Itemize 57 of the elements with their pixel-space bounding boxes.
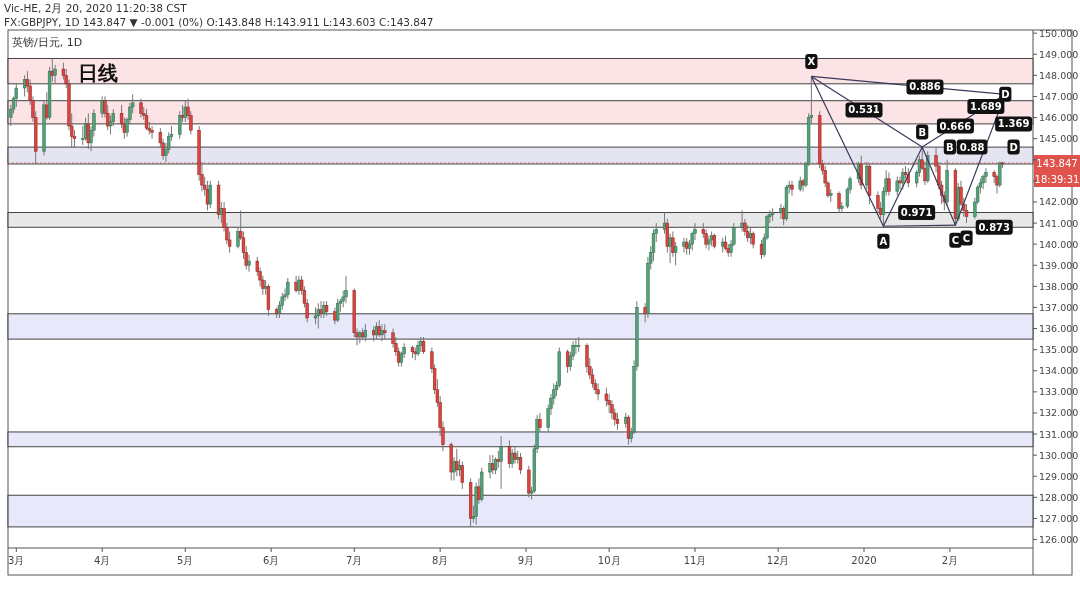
y-tick-label: 127.000	[1039, 512, 1079, 524]
y-tick-label: 126.000	[1039, 534, 1079, 546]
y-tick-label: 147.000	[1039, 90, 1079, 102]
y-tick-label: 131.000	[1039, 428, 1079, 440]
annotation: 0.886	[909, 81, 941, 93]
y-tick-label: 133.000	[1039, 386, 1079, 398]
annotation: A	[879, 235, 888, 247]
y-tick-label: 142.000	[1039, 196, 1079, 208]
annotation: 0.873	[978, 221, 1011, 233]
annotation: X	[807, 55, 816, 67]
y-tick-label: 150.000	[1039, 27, 1079, 39]
y-tick-label: 135.000	[1039, 344, 1079, 356]
y-tick-label: 139.000	[1039, 259, 1079, 271]
y-tick-label: 145.000	[1039, 133, 1079, 145]
annotation: 英镑/日元, 1D	[12, 36, 83, 49]
annotation: 1.369	[997, 118, 1030, 130]
x-tick-label: 4月	[94, 555, 111, 566]
x-tick-label: 6月	[262, 555, 280, 566]
chart-title: Vic-HE, 2月 20, 2020 11:20:38 CST	[4, 2, 188, 14]
y-tick-label: 148.000	[1039, 69, 1079, 81]
y-tick-label: 137.000	[1039, 301, 1079, 313]
x-tick-label: 7月	[346, 555, 363, 566]
chart-subtitle: FX:GBPJPY, 1D 143.847 ▼ -0.001 (0%) O:143.848 H:143.911 L:143.603 C:143.847	[4, 16, 434, 28]
annotation: 0.666	[939, 120, 972, 132]
annotation: 1.689	[970, 101, 1002, 113]
annotation: 0.88	[959, 141, 985, 153]
x-tick-label: 11月	[683, 555, 707, 566]
annotation: D	[1009, 141, 1018, 153]
y-tick-label: 149.000	[1039, 48, 1079, 60]
annotation: 0.971	[900, 207, 933, 219]
annotation: 0.531	[848, 104, 880, 116]
y-tick-label: 138.000	[1039, 280, 1079, 292]
y-tick-label: 134.000	[1039, 365, 1079, 377]
y-tick-label: 128.000	[1039, 491, 1079, 503]
x-tick-label: 2月	[941, 555, 959, 566]
annotation: C	[951, 234, 960, 246]
y-tick-label: 141.000	[1039, 217, 1079, 229]
y-tick-label: 132.000	[1039, 407, 1079, 419]
y-tick-label: 146.000	[1039, 112, 1079, 124]
y-tick-label: 140.000	[1039, 238, 1079, 250]
x-tick-label: 8月	[431, 555, 449, 566]
annotation: B	[946, 141, 954, 153]
y-tick-label: 129.000	[1039, 470, 1079, 482]
band-label: 日线	[78, 60, 118, 85]
ref-line-label: 143.847	[1036, 157, 1078, 169]
annotation: D	[1001, 88, 1010, 100]
y-tick-label: 136.000	[1039, 323, 1079, 335]
x-tick-label: 9月	[517, 555, 535, 566]
x-tick-label: 12月	[766, 555, 790, 566]
x-tick-label: 2020	[851, 555, 877, 566]
annotation: B	[918, 126, 926, 138]
y-tick-label: 130.000	[1039, 449, 1079, 461]
annotation: C	[962, 232, 971, 244]
x-tick-label: 3月	[8, 555, 25, 566]
text: 18:39:31	[1034, 173, 1080, 185]
x-tick-label: 10月	[597, 555, 621, 566]
x-tick-label: 5月	[177, 555, 194, 566]
